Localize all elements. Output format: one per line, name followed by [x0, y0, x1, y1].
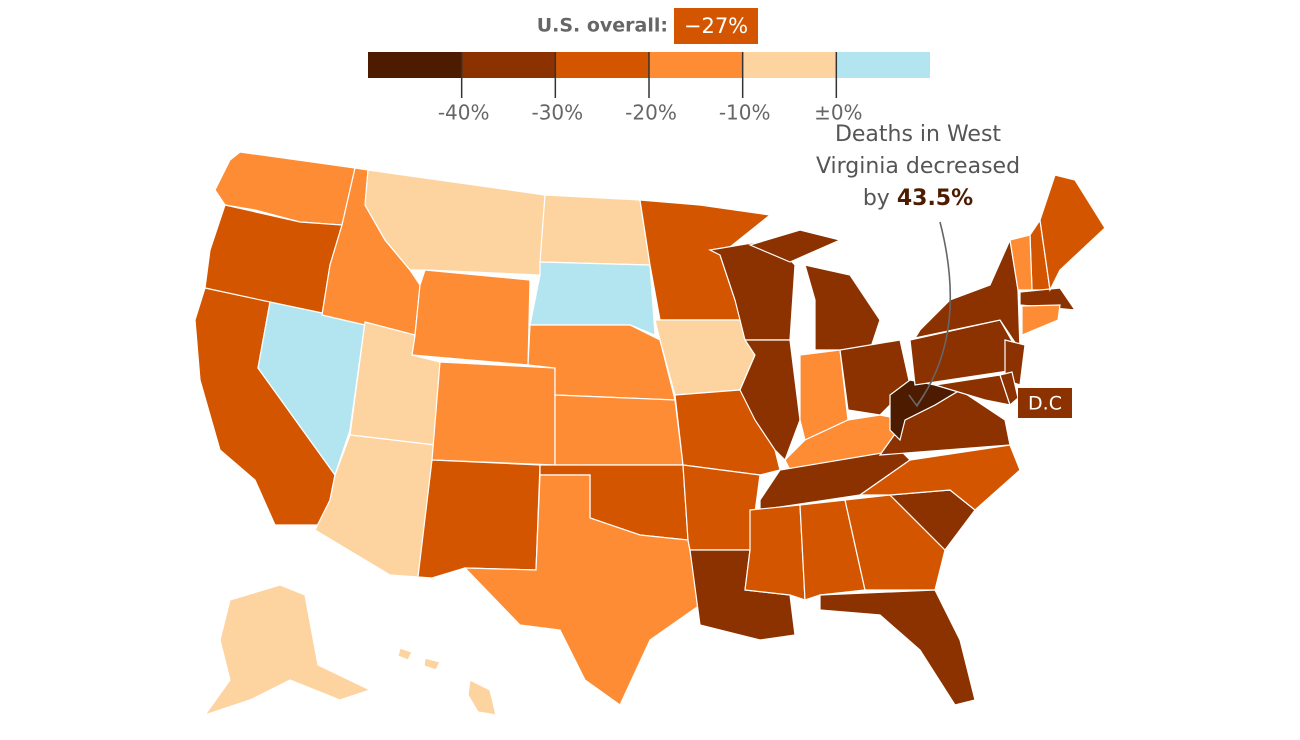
arrow-head — [908, 394, 925, 408]
legend-tick-label: -40% — [438, 101, 490, 125]
state — [1009, 234, 1033, 291]
state — [397, 647, 413, 661]
state — [554, 394, 684, 466]
state — [748, 229, 842, 263]
legend-tick-label: -10% — [719, 101, 771, 125]
state — [858, 444, 1021, 511]
annotation-line: Deaths in West — [835, 122, 1001, 147]
state — [819, 589, 976, 706]
legend-swatch — [836, 52, 930, 78]
states — [194, 151, 1106, 717]
legend-tick-label: -30% — [531, 101, 583, 125]
state — [417, 459, 541, 579]
state — [529, 261, 656, 336]
annotation-text: by — [863, 186, 890, 211]
state — [1039, 174, 1106, 292]
state — [799, 499, 866, 601]
state — [467, 679, 497, 716]
overall-label: U.S. overall: — [537, 15, 668, 37]
state — [539, 194, 651, 266]
state — [682, 464, 761, 551]
legend-swatch — [368, 52, 462, 78]
state — [463, 474, 701, 706]
dc-label: D.C — [1028, 393, 1062, 415]
state — [739, 339, 801, 462]
annotation-arrow — [916, 221, 952, 406]
legend-swatch — [461, 52, 556, 78]
state — [423, 657, 441, 671]
state — [411, 269, 531, 366]
annotation-highlight: 43.5% — [897, 186, 973, 211]
legend-swatch — [555, 52, 649, 78]
legend-tick-label: -20% — [625, 101, 677, 125]
state — [844, 494, 946, 591]
state — [203, 584, 372, 717]
state — [744, 504, 806, 601]
state — [431, 361, 556, 466]
annotation-line: Virginia decreased — [816, 154, 1020, 179]
legend: -40% -30% -20% -10% ±0% — [368, 52, 930, 125]
overall-box — [674, 8, 758, 44]
state — [1021, 304, 1061, 336]
state — [1019, 287, 1077, 311]
annotation-line: by 43.5% — [863, 186, 973, 211]
legend-tick-label: ±0% — [814, 101, 863, 125]
dc-box — [1018, 388, 1072, 418]
legend-swatch — [649, 52, 743, 78]
legend-swatch — [742, 52, 837, 78]
overall-value: −27% — [684, 14, 748, 38]
state — [804, 264, 881, 351]
